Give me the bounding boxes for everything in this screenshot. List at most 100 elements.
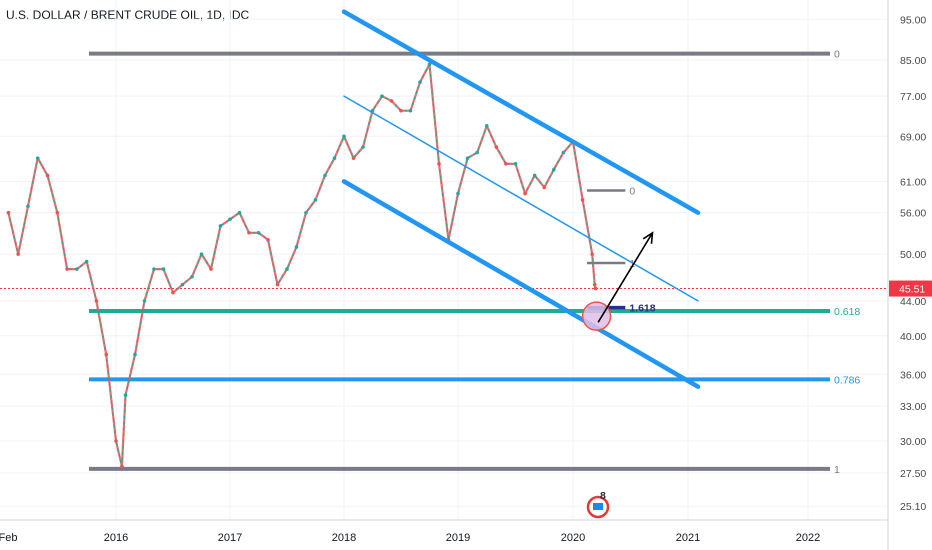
y-tick-label: 30.00 bbox=[900, 436, 926, 448]
x-tick-label: 2018 bbox=[332, 532, 356, 544]
x-tick-label: 2017 bbox=[218, 532, 242, 544]
price-point bbox=[513, 162, 518, 166]
price-point bbox=[228, 217, 232, 222]
price-point bbox=[523, 191, 527, 196]
price-point bbox=[84, 259, 89, 264]
price-point bbox=[120, 464, 124, 469]
price-point bbox=[26, 204, 30, 208]
price-point bbox=[361, 145, 365, 149]
projection-arrow-line bbox=[597, 232, 654, 323]
price-point bbox=[114, 439, 118, 443]
price-point bbox=[16, 252, 20, 256]
fib-level-label: 1 bbox=[834, 464, 840, 476]
price-point bbox=[123, 393, 128, 398]
price-point bbox=[456, 191, 460, 196]
event-badge-flag-icon bbox=[593, 503, 603, 510]
channel-lower-line bbox=[341, 179, 701, 389]
price-point bbox=[475, 150, 479, 155]
price-point bbox=[592, 282, 597, 287]
x-tick-label: Feb bbox=[0, 532, 17, 544]
price-point bbox=[275, 282, 280, 287]
price-point bbox=[142, 299, 147, 303]
price-point bbox=[247, 231, 251, 235]
price-point bbox=[542, 185, 547, 190]
y-tick-label: 27.50 bbox=[900, 468, 926, 480]
price-point bbox=[199, 252, 204, 256]
price-point bbox=[266, 237, 270, 242]
x-tick-label: 2020 bbox=[561, 532, 585, 544]
y-tick-label: 33.00 bbox=[900, 401, 926, 413]
target-circle bbox=[581, 301, 612, 331]
price-point bbox=[418, 80, 422, 84]
y-tick-label: 44.00 bbox=[900, 296, 926, 308]
x-tick-label: 2016 bbox=[104, 532, 128, 544]
fib-level-label: 0 bbox=[834, 49, 840, 61]
x-tick-label: 2021 bbox=[676, 532, 700, 544]
price-point bbox=[104, 352, 109, 357]
price-point bbox=[351, 156, 356, 160]
current-price-label: 45.51 bbox=[899, 284, 925, 296]
y-tick-label: 36.00 bbox=[900, 369, 926, 381]
y-tick-label: 95.00 bbox=[900, 14, 926, 26]
price-point bbox=[256, 231, 261, 235]
projection-arrow-head bbox=[642, 231, 654, 244]
price-point bbox=[484, 124, 489, 128]
price-point bbox=[190, 274, 194, 279]
price-point bbox=[590, 252, 594, 256]
y-tick-label: 69.00 bbox=[900, 131, 926, 143]
price-point bbox=[209, 267, 213, 271]
price-point bbox=[133, 352, 137, 357]
price-point bbox=[342, 134, 346, 139]
price-point bbox=[55, 210, 60, 215]
price-point bbox=[437, 162, 441, 166]
mini-fib-label: 0 bbox=[629, 185, 635, 197]
channel-upper-line bbox=[341, 9, 701, 215]
price-point bbox=[75, 267, 79, 271]
y-tick-label: 85.00 bbox=[900, 55, 926, 67]
y-tick-label: 77.00 bbox=[900, 91, 926, 103]
price-point bbox=[313, 198, 318, 202]
y-tick-label: 56.00 bbox=[900, 208, 926, 220]
price-point bbox=[561, 150, 566, 155]
mini-fib-label: 1.618 bbox=[629, 303, 655, 315]
price-point bbox=[45, 173, 50, 178]
y-tick-label: 25.10 bbox=[900, 501, 926, 513]
fib-level-label: 0.786 bbox=[834, 374, 860, 386]
x-tick-label: 2019 bbox=[446, 532, 470, 544]
x-tick-label: 2022 bbox=[796, 532, 820, 544]
price-point bbox=[294, 245, 299, 249]
y-tick-label: 40.00 bbox=[900, 331, 926, 343]
y-tick-label: 61.00 bbox=[900, 176, 926, 188]
price-point bbox=[593, 286, 598, 291]
price-point bbox=[237, 210, 242, 215]
price-point bbox=[332, 156, 337, 160]
price-point bbox=[161, 267, 166, 271]
price-point bbox=[304, 210, 308, 215]
chart-title: U.S. DOLLAR / BRENT CRUDE OIL, 1D, IDC bbox=[6, 8, 250, 22]
price-point bbox=[6, 210, 11, 215]
price-series-overlay bbox=[7, 63, 597, 467]
fib-level-label: 0.618 bbox=[834, 306, 860, 318]
channel-middle-line bbox=[343, 95, 699, 302]
price-point bbox=[171, 290, 175, 295]
price-point bbox=[580, 198, 585, 202]
price-point bbox=[152, 267, 156, 271]
event-badge-count: 8 bbox=[600, 490, 606, 502]
price-point bbox=[94, 299, 99, 303]
price-point bbox=[285, 267, 289, 271]
price-point bbox=[35, 156, 40, 160]
price-point bbox=[427, 62, 432, 67]
current-price-tag bbox=[889, 280, 932, 297]
price-point bbox=[504, 162, 508, 166]
price-point bbox=[65, 267, 69, 271]
price-point bbox=[399, 108, 403, 113]
price-point bbox=[180, 282, 185, 287]
price-point bbox=[389, 99, 394, 103]
price-point bbox=[323, 173, 327, 178]
price-point bbox=[552, 167, 556, 172]
price-point bbox=[465, 156, 470, 160]
price-point bbox=[218, 224, 223, 228]
price-point bbox=[532, 173, 537, 178]
